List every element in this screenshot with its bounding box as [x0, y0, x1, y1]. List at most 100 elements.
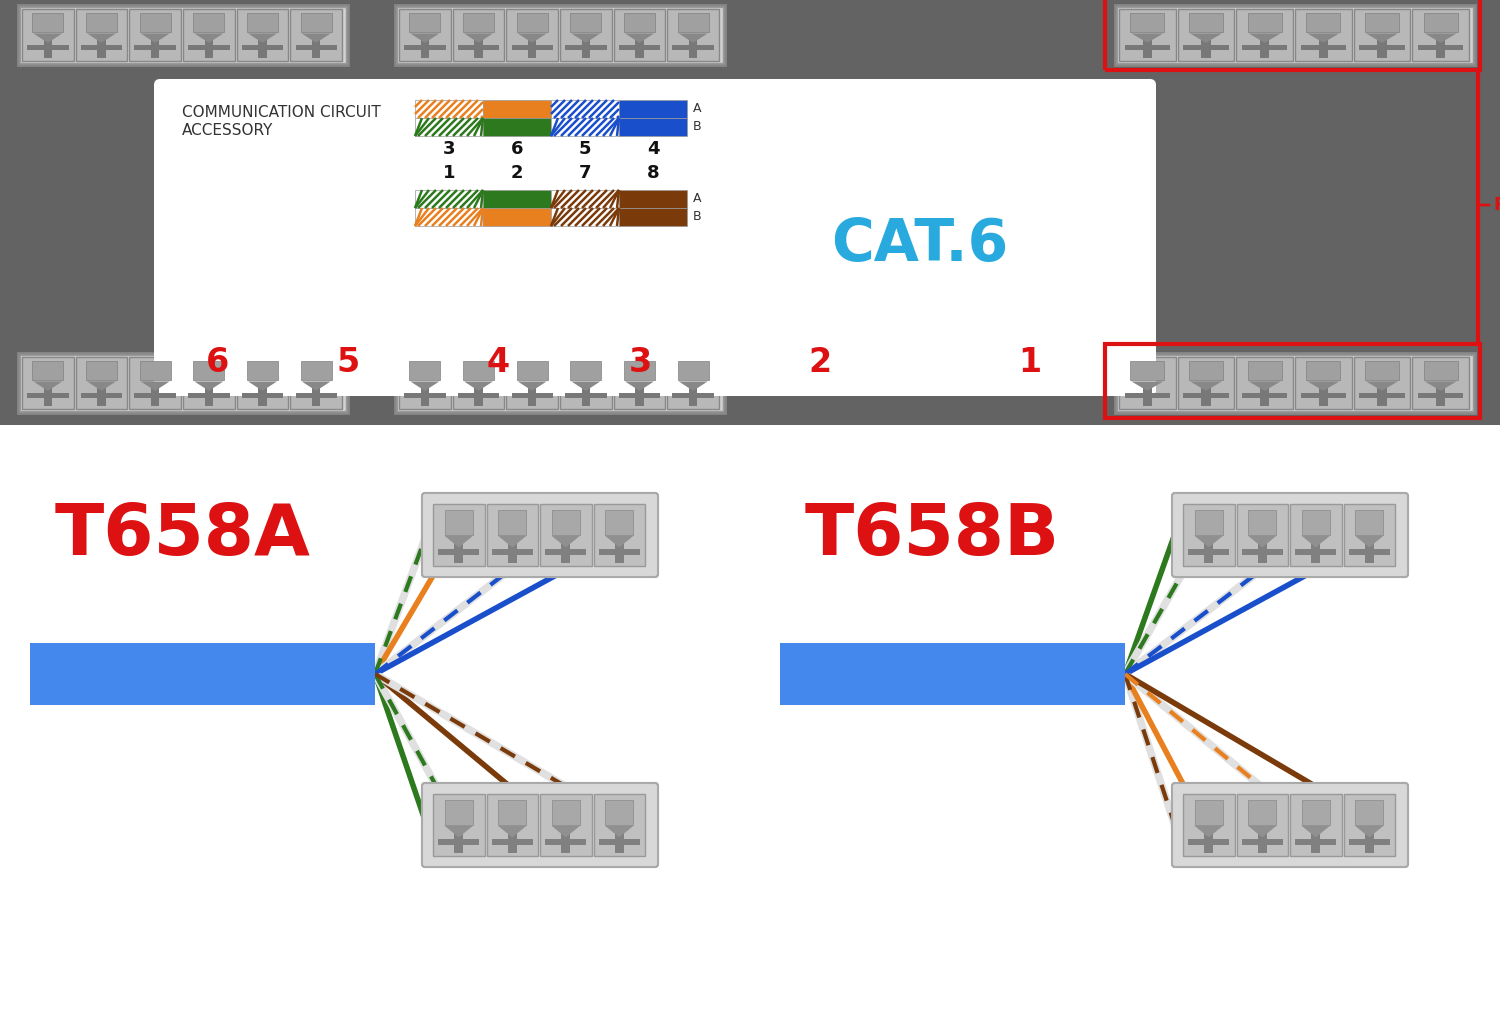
- Polygon shape: [604, 536, 633, 547]
- Bar: [1114, 5, 1474, 65]
- Bar: [1302, 510, 1330, 535]
- Polygon shape: [1250, 381, 1281, 391]
- Bar: [433, 794, 484, 856]
- Bar: [615, 833, 624, 853]
- Bar: [507, 9, 558, 62]
- Bar: [438, 839, 480, 845]
- Polygon shape: [552, 536, 580, 547]
- Bar: [507, 833, 518, 853]
- Text: 7: 7: [579, 164, 591, 182]
- Polygon shape: [1248, 536, 1276, 547]
- Polygon shape: [1131, 34, 1162, 43]
- Polygon shape: [1302, 536, 1330, 547]
- Bar: [1413, 9, 1468, 62]
- Bar: [620, 118, 687, 136]
- Polygon shape: [464, 381, 494, 391]
- Bar: [604, 510, 633, 535]
- Polygon shape: [604, 825, 633, 837]
- Bar: [1236, 504, 1288, 566]
- Bar: [453, 357, 504, 409]
- Bar: [1311, 833, 1320, 853]
- Bar: [453, 9, 504, 62]
- Bar: [566, 45, 606, 49]
- Bar: [1302, 801, 1330, 825]
- Bar: [598, 549, 640, 555]
- Text: 4: 4: [486, 345, 510, 378]
- Polygon shape: [572, 34, 600, 43]
- Polygon shape: [1354, 536, 1383, 547]
- Bar: [620, 100, 687, 118]
- Bar: [474, 387, 483, 406]
- Bar: [604, 801, 633, 825]
- Polygon shape: [572, 381, 600, 391]
- Bar: [678, 12, 708, 33]
- Bar: [444, 510, 472, 535]
- Bar: [458, 394, 500, 398]
- Bar: [1236, 504, 1288, 566]
- Bar: [237, 357, 288, 409]
- Bar: [1236, 794, 1288, 856]
- Bar: [540, 794, 591, 856]
- Bar: [1131, 361, 1164, 380]
- Bar: [1194, 801, 1222, 825]
- Text: COMMUNICATION CIRCUIT: COMMUNICATION CIRCUIT: [182, 105, 381, 120]
- Polygon shape: [248, 381, 278, 391]
- Polygon shape: [141, 34, 170, 43]
- Bar: [1377, 387, 1386, 406]
- Polygon shape: [1366, 34, 1398, 43]
- Text: 1: 1: [442, 164, 456, 182]
- Polygon shape: [248, 34, 278, 43]
- Polygon shape: [498, 825, 526, 837]
- Text: 5: 5: [336, 345, 360, 378]
- Bar: [248, 12, 278, 33]
- Bar: [1242, 45, 1287, 49]
- Bar: [464, 361, 494, 380]
- Bar: [1354, 801, 1383, 825]
- Bar: [544, 549, 586, 555]
- Bar: [1348, 549, 1390, 555]
- Bar: [615, 543, 624, 563]
- Bar: [486, 794, 538, 856]
- Bar: [18, 353, 348, 413]
- Bar: [486, 504, 538, 566]
- Bar: [1311, 833, 1320, 853]
- Bar: [1306, 361, 1341, 380]
- Bar: [636, 387, 644, 406]
- Bar: [552, 510, 580, 535]
- Bar: [140, 361, 171, 380]
- Bar: [1365, 833, 1374, 853]
- Bar: [404, 45, 445, 49]
- Bar: [1257, 833, 1268, 853]
- Polygon shape: [1194, 825, 1222, 837]
- Bar: [507, 357, 558, 409]
- Bar: [454, 833, 464, 853]
- Bar: [528, 387, 537, 406]
- Bar: [1290, 504, 1341, 566]
- Polygon shape: [1425, 34, 1456, 43]
- Bar: [1302, 510, 1330, 535]
- Bar: [33, 361, 63, 380]
- Bar: [620, 394, 660, 398]
- Bar: [1436, 40, 1444, 57]
- Bar: [507, 543, 518, 563]
- Polygon shape: [518, 381, 546, 391]
- FancyBboxPatch shape: [422, 783, 658, 867]
- Bar: [1365, 12, 1400, 33]
- Polygon shape: [444, 536, 472, 547]
- Bar: [1257, 543, 1268, 563]
- Bar: [129, 357, 182, 409]
- Bar: [1106, 0, 1480, 70]
- Bar: [1204, 833, 1214, 853]
- Bar: [188, 45, 230, 49]
- Bar: [668, 357, 718, 409]
- Polygon shape: [1248, 825, 1276, 837]
- Bar: [598, 839, 640, 845]
- Bar: [594, 504, 645, 566]
- Bar: [458, 45, 500, 49]
- Bar: [1248, 510, 1276, 535]
- Polygon shape: [1248, 825, 1276, 837]
- Bar: [1143, 40, 1152, 57]
- Polygon shape: [464, 34, 494, 43]
- Bar: [486, 504, 538, 566]
- Bar: [444, 510, 472, 535]
